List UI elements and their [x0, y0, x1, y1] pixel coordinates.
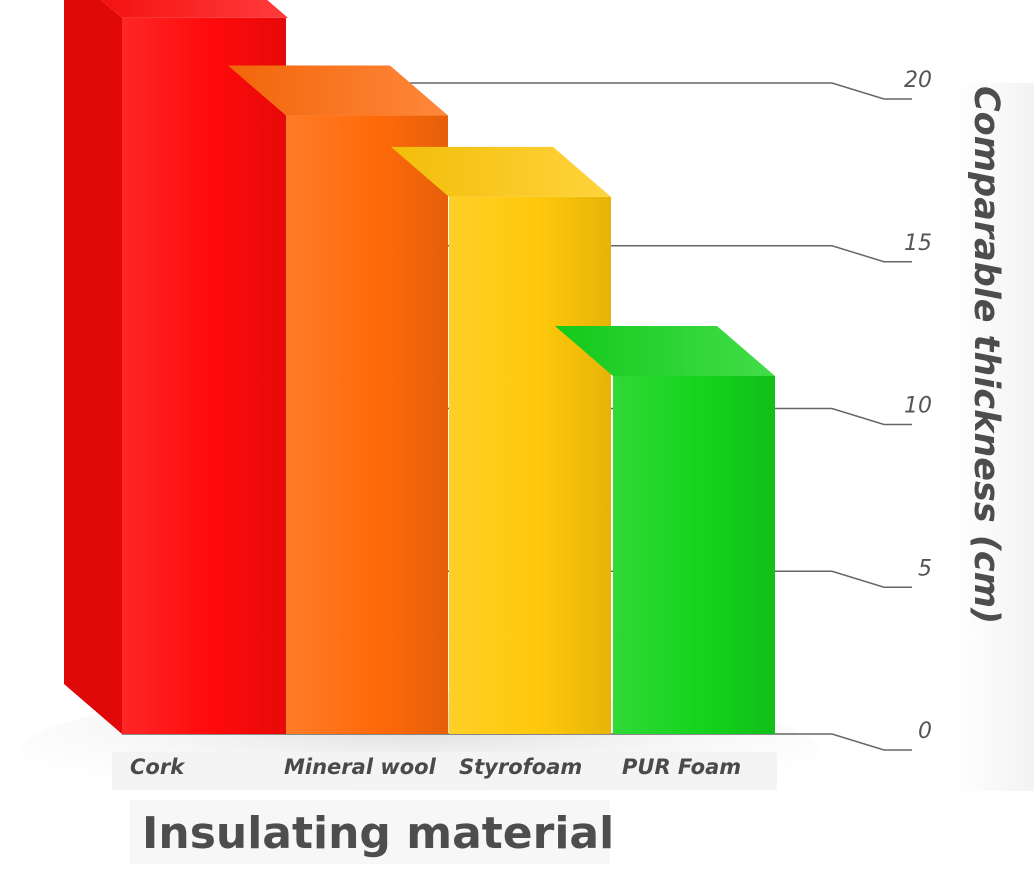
y-tick-label: 0: [918, 719, 932, 744]
gridline: [270, 82, 912, 100]
bars: [64, 0, 775, 735]
bar: [64, 0, 288, 734]
category-label: Mineral wool: [284, 755, 437, 779]
y-axis-title: Comparable thickness (cm): [966, 86, 1006, 624]
category-label: Styrofoam: [459, 755, 582, 779]
axis-labels: 0 5 10 15 20 Cork Mineral wool Styrofoam PUR Foa…: [130, 68, 1006, 859]
y-tick-label: 20: [904, 68, 932, 93]
bar: [228, 65, 448, 735]
bar: [555, 325, 775, 734]
y-tick-label: 15: [904, 231, 932, 256]
y-tick-label: 5: [918, 556, 932, 581]
y-tick-label: 10: [904, 394, 932, 419]
category-label: PUR Foam: [622, 755, 741, 779]
category-label: Cork: [130, 755, 186, 779]
bar: [391, 146, 611, 735]
x-axis-title: Insulating material: [142, 808, 614, 859]
